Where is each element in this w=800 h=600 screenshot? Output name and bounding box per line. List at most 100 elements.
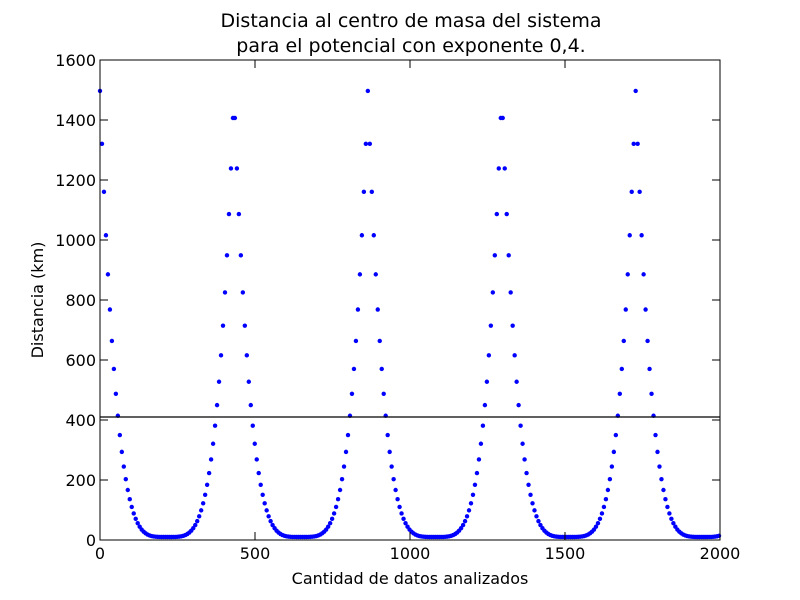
y-tick-label: 1000 [55, 231, 96, 250]
plot-frame [99, 59, 721, 541]
data-point [653, 432, 658, 438]
data-point [633, 88, 638, 94]
x-tick-label: 500 [240, 544, 271, 563]
data-point [262, 501, 267, 506]
data-point [254, 457, 259, 462]
data-point [468, 501, 474, 506]
data-point [131, 511, 136, 516]
x-tick-label: 1500 [545, 544, 586, 563]
data-point [391, 476, 396, 482]
y-tick-label: 1400 [55, 111, 96, 130]
data-point [649, 391, 654, 396]
data-point [637, 189, 642, 195]
data-point [500, 115, 505, 121]
data-point [603, 497, 609, 502]
data-point [101, 189, 107, 195]
data-point [248, 402, 253, 408]
data-point [220, 323, 226, 328]
data-point [514, 379, 519, 384]
data-point [232, 115, 238, 121]
data-point [466, 508, 472, 513]
data-point [125, 487, 130, 493]
data-point [351, 366, 357, 372]
data-point [528, 492, 533, 498]
data-point [202, 492, 208, 498]
chart-title-line-2: para el potencial con exponente 0,4. [236, 35, 585, 57]
data-point [613, 432, 619, 438]
data-point [645, 338, 650, 344]
data-point [234, 166, 240, 171]
x-axis-label: Cantidad de datos analizados [292, 569, 529, 588]
data-point [193, 522, 198, 528]
data-point [617, 391, 623, 396]
data-point [224, 253, 230, 258]
data-point [111, 366, 117, 372]
data-point [107, 307, 113, 312]
data-point [204, 482, 210, 488]
data-point [357, 272, 363, 277]
data-point [607, 476, 613, 482]
data-point [381, 391, 386, 396]
data-point [103, 233, 109, 238]
data-point [337, 487, 343, 493]
data-point [363, 141, 369, 147]
data-point [605, 487, 611, 493]
data-point [667, 511, 672, 516]
data-point [393, 487, 398, 493]
data-point [502, 166, 507, 171]
data-point [349, 391, 355, 396]
data-point [504, 211, 509, 217]
x-tick-label: 2000 [700, 544, 741, 563]
x-axis-ticks: 0 500 1000 1500 2000 [95, 60, 740, 563]
data-point [530, 501, 535, 506]
data-point [359, 233, 365, 238]
data-point [200, 501, 206, 506]
y-tick-label: 400 [65, 411, 96, 430]
data-point [470, 492, 476, 498]
data-point [611, 449, 617, 455]
data-point [113, 391, 119, 396]
data-point [268, 518, 273, 524]
data-point [538, 522, 543, 528]
data-point [671, 521, 676, 526]
data-point [135, 521, 140, 526]
data-point [240, 290, 246, 295]
data-point [133, 516, 138, 522]
data-point [520, 441, 525, 446]
data-point [661, 487, 666, 493]
y-tick-label: 1200 [55, 171, 96, 190]
data-point [325, 524, 331, 529]
data-point [377, 338, 382, 344]
data-point [369, 189, 375, 195]
data-point [510, 323, 515, 328]
data-point [195, 518, 200, 524]
data-point [476, 457, 482, 462]
data-point [597, 516, 603, 522]
y-tick-label: 0 [86, 531, 96, 550]
y-tick-label: 800 [65, 291, 96, 310]
data-point [123, 476, 128, 482]
data-point [536, 518, 541, 524]
data-point [462, 518, 468, 524]
data-point [129, 504, 134, 510]
data-point [458, 526, 464, 531]
data-point [365, 88, 371, 94]
data-point [397, 504, 402, 510]
data-point [490, 290, 496, 295]
data-point [191, 526, 196, 531]
data-point [631, 141, 636, 147]
data-point [264, 508, 269, 513]
data-point [625, 272, 630, 277]
data-point [258, 482, 263, 488]
data-point [121, 464, 127, 469]
data-point [619, 366, 624, 372]
data-point [474, 470, 480, 476]
data-point [333, 504, 339, 510]
data-point [345, 432, 351, 438]
data-point [127, 497, 132, 502]
data-point [526, 482, 531, 488]
data-point [361, 189, 367, 195]
data-point [657, 464, 662, 469]
data-points [97, 88, 722, 540]
